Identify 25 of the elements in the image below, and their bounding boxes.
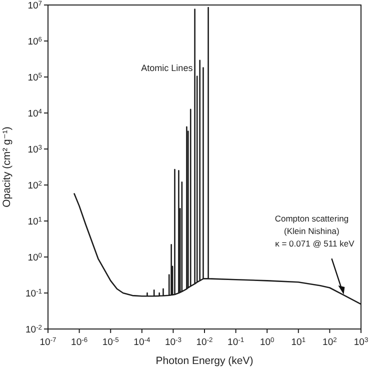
x-tick-label: 10$^{3}$: [354, 336, 368, 348]
y-tick-label: 10$^{2}$: [28, 180, 42, 192]
x-tick-label: 10$^{1}$: [291, 336, 306, 348]
y-tick-label: 10$^{-1}$: [26, 288, 42, 300]
annotation: Compton scattering (Klein Nishina) κ = 0.071 @ 511 keV: [274, 214, 355, 249]
x-tick-label: 10$^{-6}$: [71, 336, 88, 348]
y-tick-label: 10$^{0}$: [28, 252, 42, 264]
y-tick-label: 10$^{3}$: [28, 144, 42, 156]
x-tick-label: 10$^{-4}$: [134, 336, 150, 348]
y-tick-label: 10$^{1}$: [28, 216, 42, 228]
y-tick-label: 10$^{5}$: [28, 72, 42, 84]
x-tick-label: 10$^{-1}$: [228, 336, 244, 348]
x-tick-label: 10$^{-2}$: [196, 336, 214, 348]
annotation: Atomic Lines: [141, 63, 194, 73]
y-tick-label: 10$^{7}$: [28, 0, 42, 12]
y-axis-title: Opacity (cm² g⁻¹): [1, 126, 13, 208]
y-tick-label: 10$^{-2}$: [26, 324, 42, 336]
x-tick-label: 10$^{0}$: [260, 336, 275, 348]
x-tick-label: 10$^{-3}$: [164, 336, 182, 348]
x-tick-label: 10$^{-5}$: [102, 336, 120, 348]
x-tick-label: 10$^{-7}$: [40, 336, 57, 348]
x-tick-label: 10$^{2}$: [322, 336, 338, 348]
y-tick-label: 10$^{4}$: [28, 108, 42, 120]
y-tick-label: 10$^{6}$: [28, 36, 42, 48]
x-axis-title: Photon Energy (keV): [156, 355, 254, 367]
